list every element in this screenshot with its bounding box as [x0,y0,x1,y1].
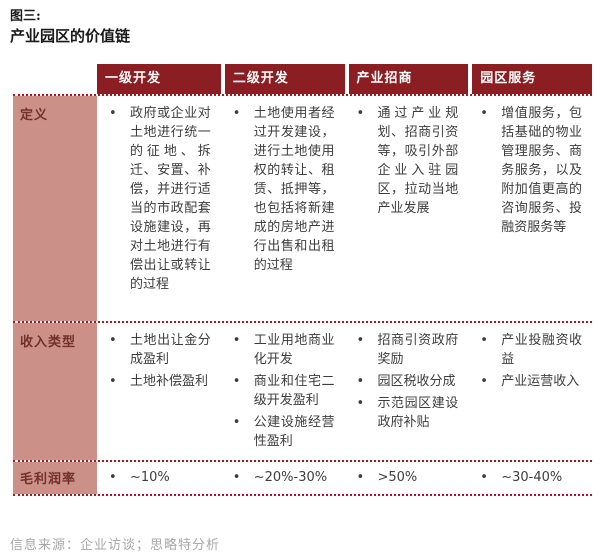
row-label-income-type: 收入类型 [13,323,97,460]
table-row-income-type: 收入类型 土地出让金分成盈利 土地补偿盈利 工业用地商业化开发 商业和住宅二级开… [13,321,592,460]
bullet-item: 园区税收分成 [345,372,459,391]
cell-margin-secondary-development: ~20%-30% [220,462,345,494]
figure-label: 图三: [10,9,41,24]
column-header-secondary-development: 二级开发 [220,64,345,94]
bullet-item: 示范园区建设政府补贴 [345,394,458,432]
column-header-park-services: 园区服务 [468,64,592,94]
bullet-item: ~10% [97,468,211,487]
column-header-industry-investment: 产业招商 [344,64,469,94]
cell-margin-primary-development: ~10% [97,462,221,494]
bullet-item: 通过产业规划、招商引资等，吸引外部企业入驻园区，拉动当地产业发展 [345,104,458,218]
bullet-item: 公建设施经营性盈利 [221,413,335,451]
table-row-definition: 定义 政府或企业对土地进行统一的征地、拆迁、安置、补偿，并进行适当的市政配套设施… [13,94,592,321]
figure-header: 图三: 产业园区的价值链 [0,0,600,46]
table-row-gross-margin: 毛利润率 ~10% ~20%-30% >50% ~30-40% [13,460,592,496]
bullet-item: 工业用地商业化开发 [221,331,335,369]
bullet-item: ~20%-30% [221,468,335,487]
column-header-primary-development: 一级开发 [97,64,221,94]
cell-income-primary-development: 土地出让金分成盈利 土地补偿盈利 [97,323,221,460]
bullet-item: 产业投融资收益 [468,331,582,369]
cell-definition-secondary-development: 土地使用者经过开发建设，进行土地使用权的转让、租赁、抵押等，也包括将新建成的房地… [220,96,345,321]
cell-income-industry-investment: 招商引资政府奖励 园区税收分成 示范园区建设政府补贴 [344,323,469,460]
bullet-item: 产业运营收入 [468,372,582,391]
bullet-item: 土地使用者经过开发建设，进行土地使用权的转让、租赁、抵押等，也包括将新建成的房地… [221,104,335,275]
bullet-item: 招商引资政府奖励 [345,331,458,369]
row-label-definition: 定义 [13,96,97,321]
cell-income-secondary-development: 工业用地商业化开发 商业和住宅二级开发盈利 公建设施经营性盈利 [220,323,345,460]
bullet-item: ~30-40% [468,468,582,487]
bullet-item: 土地出让金分成盈利 [97,331,211,369]
bullet-item: 土地补偿盈利 [97,372,211,391]
bullet-item: 政府或企业对土地进行统一的征地、拆迁、安置、补偿，并进行适当的市政配套设施建设，… [97,104,211,294]
source-note: 信息来源：企业访谈；思略特分析 [10,538,221,553]
bullet-item: >50% [345,468,459,487]
cell-income-park-services: 产业投融资收益 产业运营收入 [468,323,592,460]
table-corner-spacer [13,64,97,94]
row-label-gross-margin: 毛利润率 [13,462,97,494]
value-chain-table: 一级开发 二级开发 产业招商 园区服务 定义 政府或企业对土地进行统一的征地、拆… [13,64,592,496]
table-header-row: 一级开发 二级开发 产业招商 园区服务 [13,64,592,94]
bullet-item: 商业和住宅二级开发盈利 [221,372,335,410]
cell-margin-park-services: ~30-40% [468,462,592,494]
bullet-item: 增值服务，包括基础的物业管理服务、商务服务，以及附加值更高的咨询服务、投融资服务… [468,104,582,237]
cell-margin-industry-investment: >50% [344,462,469,494]
figure-title: 产业园区的价值链 [10,27,131,45]
cell-definition-primary-development: 政府或企业对土地进行统一的征地、拆迁、安置、补偿，并进行适当的市政配套设施建设，… [97,96,221,321]
cell-definition-park-services: 增值服务，包括基础的物业管理服务、商务服务，以及附加值更高的咨询服务、投融资服务… [468,96,592,321]
cell-definition-industry-investment: 通过产业规划、招商引资等，吸引外部企业入驻园区，拉动当地产业发展 [344,96,469,321]
